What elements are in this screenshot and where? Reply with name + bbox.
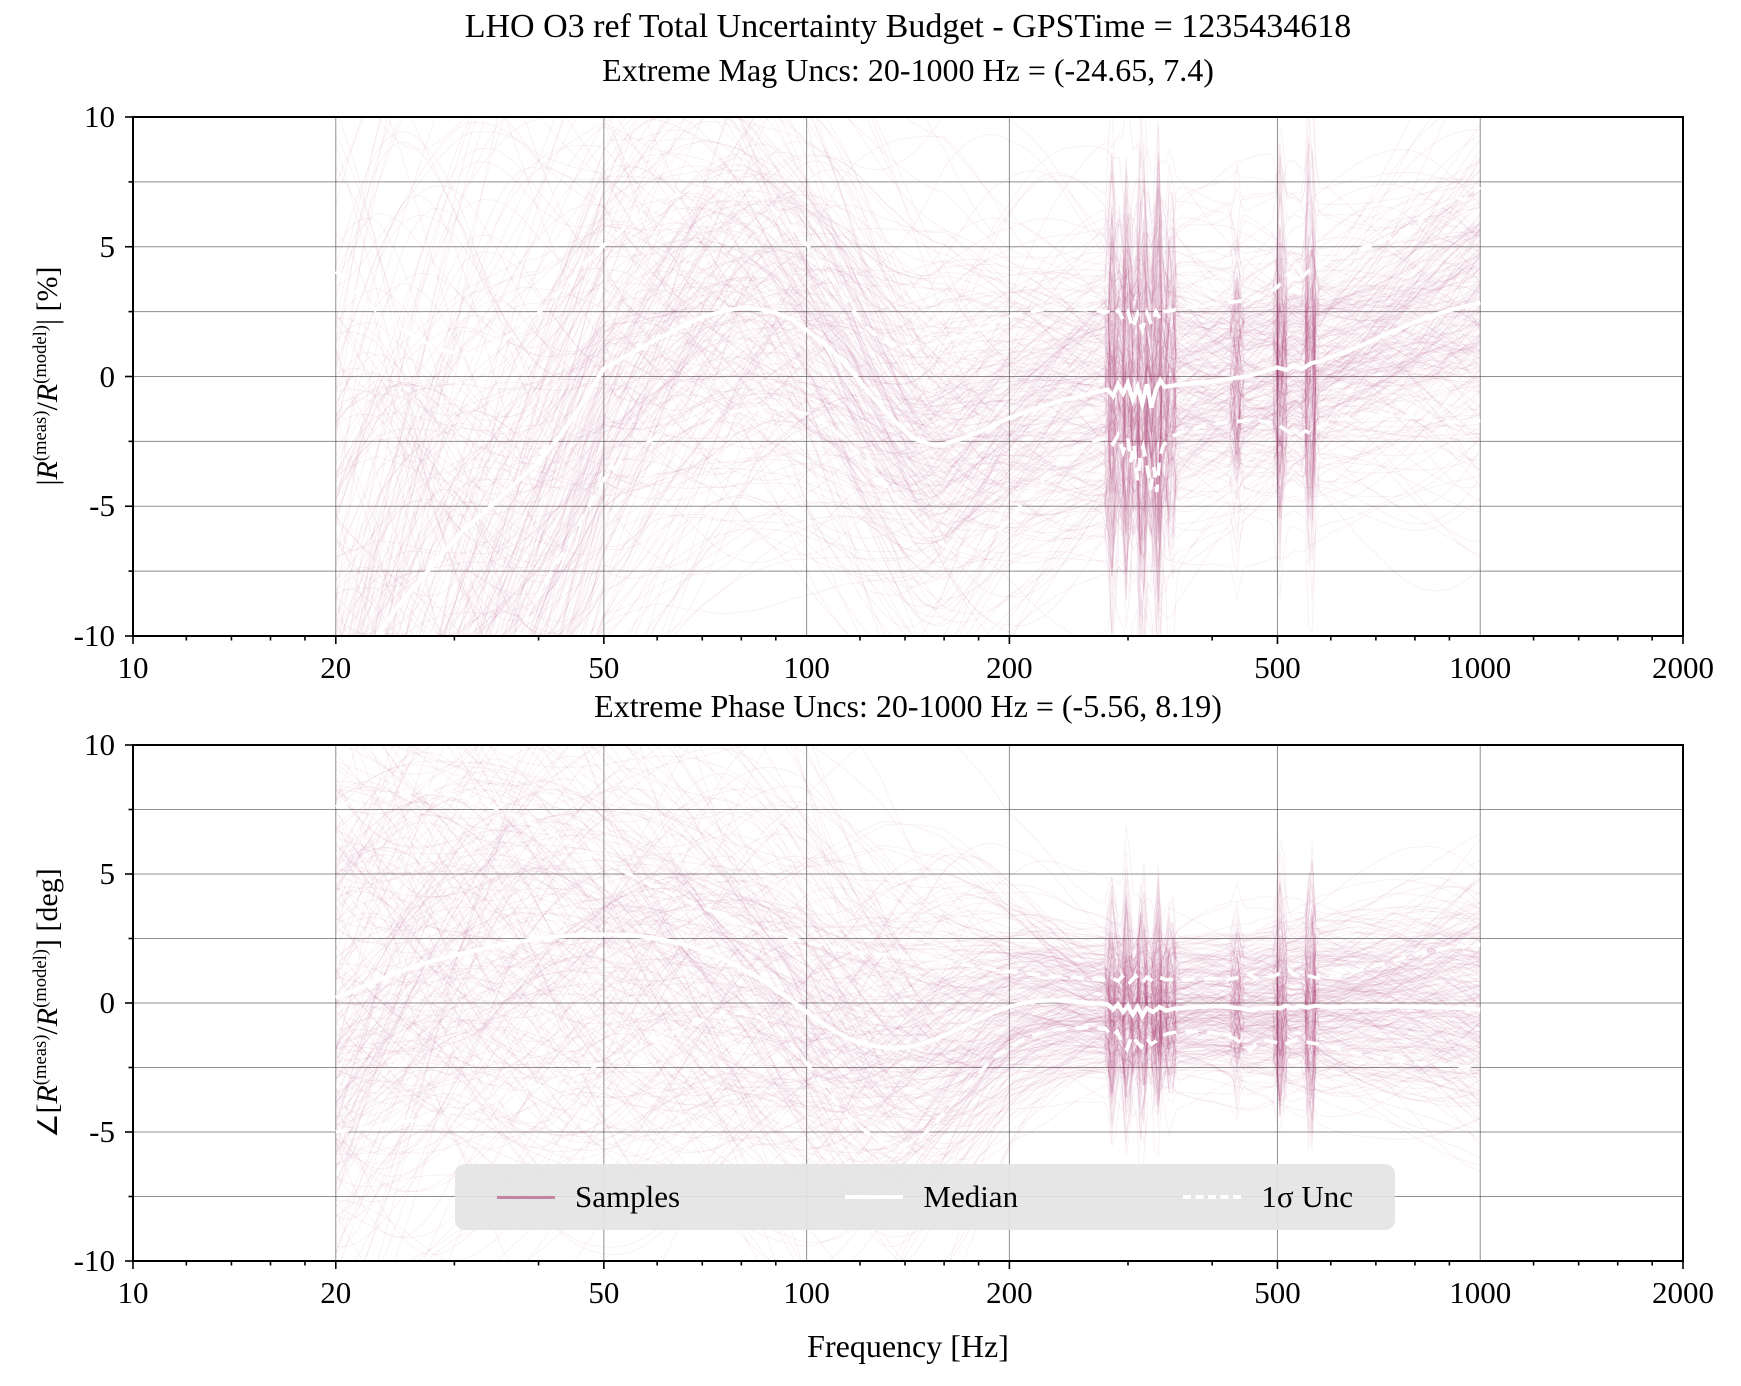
legend-item-sigma: 1σ Unc [1183, 1179, 1353, 1215]
x-tick-label: 20 [320, 650, 352, 685]
y-tick-label: -5 [89, 1114, 115, 1149]
x-tick-label: 10 [117, 1275, 149, 1310]
y-tick-label: -10 [73, 1243, 115, 1278]
x-tick-label: 1000 [1449, 1275, 1512, 1310]
x-tick-label: 10 [117, 650, 149, 685]
legend-item-samples: Samples [497, 1179, 680, 1215]
x-tick-label: 50 [588, 1275, 620, 1310]
y-tick-label: 10 [84, 99, 115, 134]
median-line [334, 932, 1481, 1051]
legend-label-sigma: 1σ Unc [1261, 1179, 1353, 1214]
phase-subtitle: Extreme Phase Uncs: 20-1000 Hz = (-5.56,… [594, 688, 1222, 724]
sigma-line-swatch [1183, 1195, 1242, 1199]
legend-item-median: Median [845, 1179, 1018, 1215]
x-tick-label: 100 [783, 1275, 830, 1310]
upper-sigma-line [335, 789, 1481, 987]
x-tick-label: 2000 [1652, 1275, 1714, 1310]
x-tick-label: 500 [1254, 1275, 1301, 1310]
y-axis-label-mag: |R(meas)/R(model)| [%] [30, 266, 64, 486]
lower-sigma-line [335, 1010, 1481, 1149]
samples-layer [335, 117, 1481, 636]
y-tick-label: 0 [99, 985, 116, 1020]
tick-marks [125, 744, 1684, 1269]
legend-label-median: Median [923, 1179, 1019, 1214]
samples-line-swatch [497, 1195, 555, 1199]
mag-plot [125, 116, 1684, 644]
legend: Samples Median 1σ Unc [455, 1164, 1395, 1230]
x-tick-label: 1000 [1449, 650, 1512, 685]
x-axis-label: Frequency [Hz] [807, 1328, 1009, 1364]
x-tick-label: 500 [1254, 650, 1301, 685]
mag-subtitle: Extreme Mag Uncs: 20-1000 Hz = (-24.65, … [602, 52, 1214, 88]
lower-sigma-line [513, 405, 1481, 636]
y-tick-label: 5 [99, 228, 116, 264]
x-tick-label: 50 [588, 650, 620, 685]
y-tick-label: 0 [99, 358, 116, 394]
upper-sigma-line [334, 182, 1482, 357]
y-axis-label-phase: ∠[R(meas)/R(model)] [deg] [30, 868, 64, 1138]
median-line [374, 300, 1481, 636]
y-tick-label: -10 [73, 618, 115, 653]
x-tick-label: 100 [783, 650, 830, 685]
legend-label-samples: Samples [575, 1179, 681, 1214]
y-tick-label: 10 [84, 727, 115, 762]
x-tick-label: 20 [320, 1275, 352, 1310]
x-tick-label: 200 [986, 650, 1033, 685]
figure-title: LHO O3 ref Total Uncertainty Budget - GP… [464, 8, 1352, 45]
x-tick-label: 200 [986, 1275, 1033, 1310]
y-tick-label: -5 [89, 488, 115, 524]
median-line-swatch [845, 1195, 904, 1199]
x-tick-label: 2000 [1652, 650, 1714, 685]
y-tick-label: 5 [99, 856, 116, 891]
gridlines [133, 117, 1683, 636]
tick-marks [125, 116, 1684, 644]
